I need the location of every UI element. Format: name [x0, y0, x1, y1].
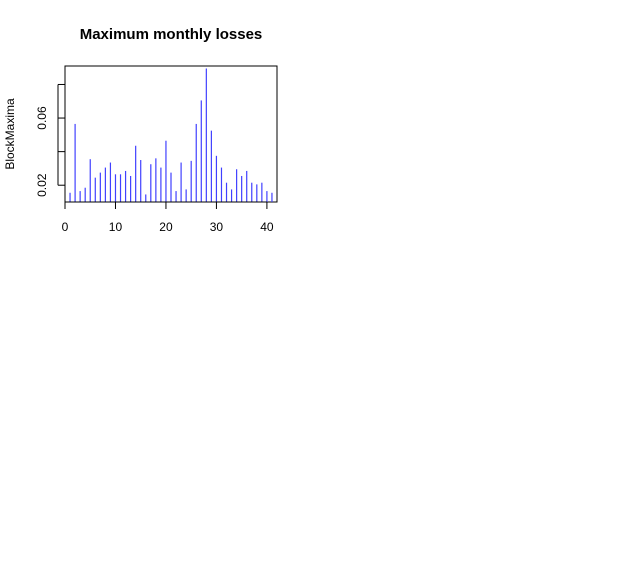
y-tick-label-0.02: 0.02	[35, 173, 49, 197]
x-tick-label-10: 10	[109, 220, 123, 234]
x-axis: 0 10 20 30 40	[62, 201, 274, 234]
chart-title: Maximum monthly losses	[80, 26, 263, 43]
x-tick-label-20: 20	[159, 220, 173, 234]
y-tick-label-0.06: 0.06	[35, 106, 49, 130]
y-axis: 0.02 0.06	[35, 83, 65, 197]
x-tick-label-0: 0	[62, 220, 69, 234]
x-tick-label-30: 30	[210, 220, 224, 234]
x-tick-label-40: 40	[260, 220, 274, 234]
y-axis-label: BlockMaxima	[3, 98, 17, 170]
bars-group	[69, 68, 273, 202]
